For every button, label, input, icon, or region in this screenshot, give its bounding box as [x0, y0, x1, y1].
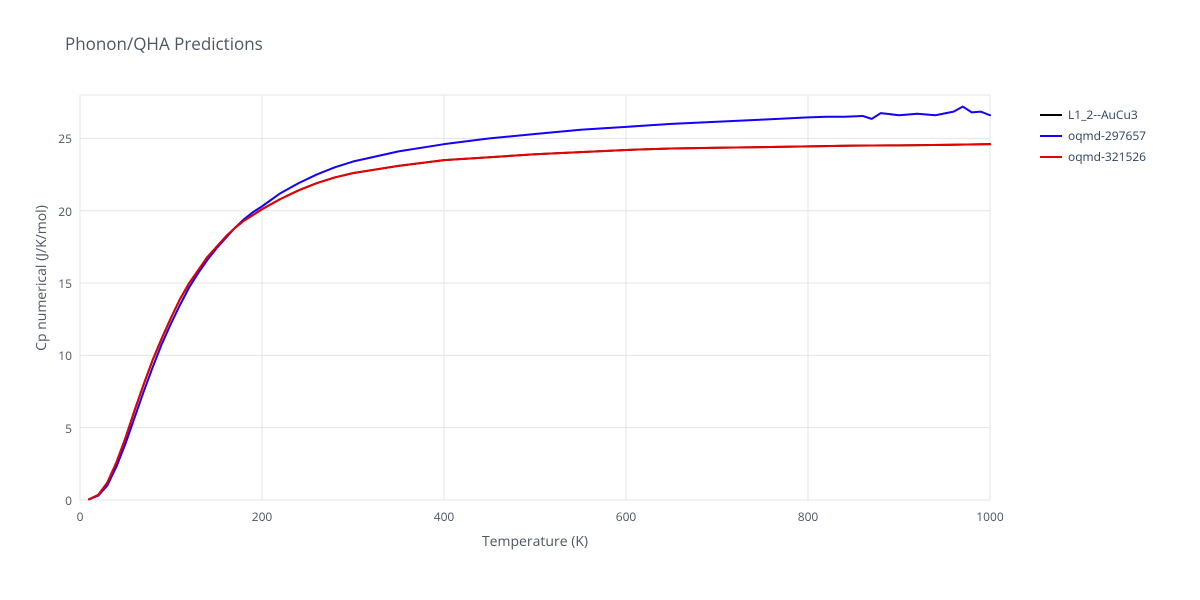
legend-swatch	[1040, 156, 1062, 158]
x-tick-label: 400	[429, 508, 459, 525]
legend-item[interactable]: L1_2--AuCu3	[1040, 106, 1146, 123]
y-tick-label: 10	[58, 347, 72, 364]
y-tick-label: 0	[65, 492, 72, 509]
chart-container: Phonon/QHA Predictions Temperature (K) C…	[0, 0, 1200, 600]
series-oqmd-321526	[89, 144, 990, 499]
legend-label: L1_2--AuCu3	[1068, 106, 1138, 123]
y-tick-label: 25	[58, 130, 72, 147]
y-tick-label: 5	[65, 420, 72, 437]
legend: L1_2--AuCu3 oqmd-297657 oqmd-321526	[1040, 106, 1146, 169]
legend-item[interactable]: oqmd-297657	[1040, 127, 1146, 144]
x-tick-label: 800	[793, 508, 823, 525]
legend-swatch	[1040, 114, 1062, 116]
x-axis-label: Temperature (K)	[80, 532, 990, 551]
legend-label: oqmd-297657	[1068, 127, 1146, 144]
legend-swatch	[1040, 135, 1062, 137]
legend-item[interactable]: oqmd-321526	[1040, 148, 1146, 165]
x-tick-label: 1000	[975, 508, 1005, 525]
series-L1_2--AuCu3	[89, 144, 990, 499]
y-tick-label: 20	[58, 203, 72, 220]
x-tick-label: 200	[247, 508, 277, 525]
y-axis-label: Cp numerical (J/K/mol)	[32, 178, 51, 378]
line-chart	[0, 0, 1200, 600]
series-oqmd-297657	[89, 107, 990, 500]
x-tick-label: 0	[65, 508, 95, 525]
x-tick-label: 600	[611, 508, 641, 525]
y-tick-label: 15	[58, 275, 72, 292]
legend-label: oqmd-321526	[1068, 148, 1146, 165]
